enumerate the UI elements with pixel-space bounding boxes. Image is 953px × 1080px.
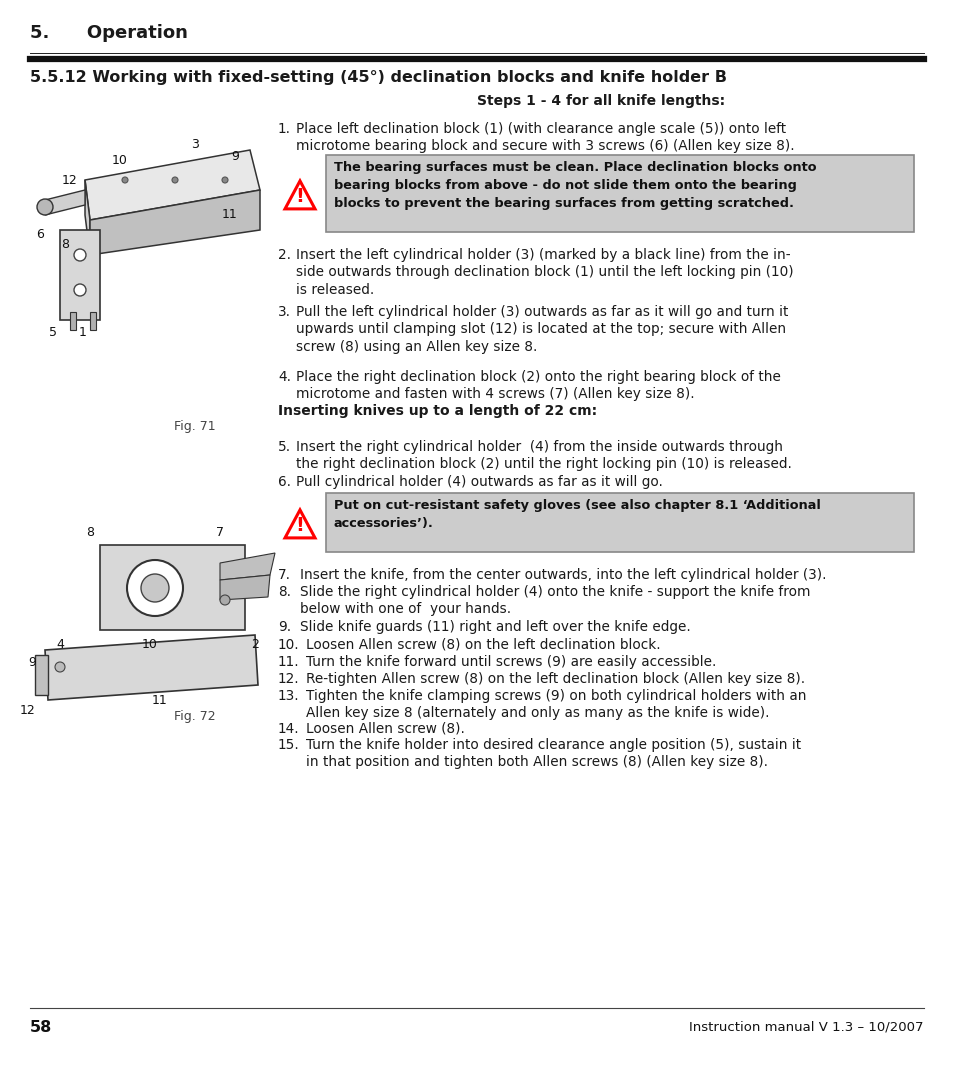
Text: Insert the knife, from the center outwards, into the left cylindrical holder (3): Insert the knife, from the center outwar… (299, 568, 825, 582)
Text: 10: 10 (112, 153, 128, 166)
Text: 14.: 14. (277, 723, 299, 735)
Circle shape (74, 249, 86, 261)
Polygon shape (100, 545, 245, 630)
Text: Place the right declination block (2) onto the right bearing block of the
microt: Place the right declination block (2) on… (295, 370, 781, 402)
Text: !: ! (295, 187, 304, 206)
Text: Turn the knife forward until screws (9) are easily accessible.: Turn the knife forward until screws (9) … (306, 654, 716, 669)
Circle shape (37, 199, 53, 215)
Text: Re-tighten Allen screw (8) on the left declination block (Allen key size 8).: Re-tighten Allen screw (8) on the left d… (306, 672, 804, 686)
Text: 58: 58 (30, 1020, 52, 1035)
Text: 9: 9 (231, 150, 238, 163)
Text: 3: 3 (191, 138, 199, 151)
Text: 15.: 15. (277, 738, 299, 752)
FancyBboxPatch shape (326, 156, 913, 232)
Text: 9.: 9. (277, 620, 291, 634)
Text: 6.: 6. (277, 475, 291, 489)
Circle shape (74, 284, 86, 296)
Circle shape (220, 595, 230, 605)
FancyBboxPatch shape (326, 492, 913, 552)
Text: Fig. 71: Fig. 71 (174, 420, 215, 433)
Text: Put on cut-resistant safety gloves (see also chapter 8.1 ‘Additional
accessories: Put on cut-resistant safety gloves (see … (334, 499, 820, 530)
Polygon shape (45, 190, 85, 215)
Text: 2: 2 (251, 638, 258, 651)
Text: 12: 12 (62, 174, 78, 187)
Text: 5: 5 (49, 326, 57, 339)
Circle shape (127, 561, 183, 616)
Text: 5.: 5. (277, 440, 291, 454)
Text: 11.: 11. (277, 654, 299, 669)
Polygon shape (220, 553, 274, 580)
Text: Instruction manual V 1.3 – 10/2007: Instruction manual V 1.3 – 10/2007 (689, 1020, 923, 1032)
Polygon shape (85, 180, 90, 255)
Text: Slide knife guards (11) right and left over the knife edge.: Slide knife guards (11) right and left o… (299, 620, 690, 634)
Text: Loosen Allen screw (8) on the left declination block.: Loosen Allen screw (8) on the left decli… (306, 638, 659, 652)
Text: 8: 8 (86, 526, 94, 540)
Text: Fig. 72: Fig. 72 (174, 710, 215, 723)
Text: 3.: 3. (277, 305, 291, 319)
Text: Slide the right cylindrical holder (4) onto the knife - support the knife from
b: Slide the right cylindrical holder (4) o… (299, 585, 810, 617)
Text: Steps 1 - 4 for all knife lengths:: Steps 1 - 4 for all knife lengths: (476, 94, 724, 108)
Polygon shape (90, 190, 260, 255)
Circle shape (172, 177, 178, 183)
Text: 11: 11 (152, 693, 168, 706)
Polygon shape (45, 635, 257, 700)
Text: 5.      Operation: 5. Operation (30, 24, 188, 42)
Polygon shape (220, 575, 270, 600)
Text: 2.: 2. (277, 248, 291, 262)
Circle shape (141, 573, 169, 602)
Text: 8: 8 (61, 239, 69, 252)
Text: 7.: 7. (277, 568, 291, 582)
Polygon shape (60, 230, 100, 320)
Polygon shape (35, 654, 48, 696)
Polygon shape (85, 150, 260, 220)
Text: Pull the left cylindrical holder (3) outwards as far as it will go and turn it
u: Pull the left cylindrical holder (3) out… (295, 305, 787, 353)
Text: 13.: 13. (277, 689, 299, 703)
FancyBboxPatch shape (90, 312, 96, 330)
Text: The bearing surfaces must be clean. Place declination blocks onto
bearing blocks: The bearing surfaces must be clean. Plac… (334, 161, 816, 210)
Text: 10.: 10. (277, 638, 299, 652)
Text: 12.: 12. (277, 672, 299, 686)
Text: 8.: 8. (277, 585, 291, 599)
Text: 4: 4 (56, 638, 64, 651)
Text: 6: 6 (36, 229, 44, 242)
Circle shape (55, 662, 65, 672)
Text: 7: 7 (215, 526, 224, 540)
Text: Insert the left cylindrical holder (3) (marked by a black line) from the in-
sid: Insert the left cylindrical holder (3) (… (295, 248, 793, 297)
Text: 1.: 1. (277, 122, 291, 136)
Polygon shape (285, 180, 314, 208)
FancyBboxPatch shape (70, 312, 76, 330)
Text: 4.: 4. (277, 370, 291, 384)
Text: 12: 12 (20, 703, 36, 716)
Text: Inserting knives up to a length of 22 cm:: Inserting knives up to a length of 22 cm… (277, 404, 597, 418)
Text: 10: 10 (142, 638, 158, 651)
Text: Insert the right cylindrical holder  (4) from the inside outwards through
the ri: Insert the right cylindrical holder (4) … (295, 440, 791, 471)
Circle shape (122, 177, 128, 183)
Text: 11: 11 (222, 208, 237, 221)
Text: Tighten the knife clamping screws (9) on both cylindrical holders with an
Allen : Tighten the knife clamping screws (9) on… (306, 689, 805, 720)
Text: Turn the knife holder into desired clearance angle position (5), sustain it
in t: Turn the knife holder into desired clear… (306, 738, 801, 769)
Text: Place left declination block (1) (with clearance angle scale (5)) onto left
micr: Place left declination block (1) (with c… (295, 122, 794, 153)
Text: 9: 9 (28, 657, 36, 670)
Text: 5.5.12 Working with fixed-setting (45°) declination blocks and knife holder B: 5.5.12 Working with fixed-setting (45°) … (30, 70, 726, 85)
Circle shape (222, 177, 228, 183)
Text: !: ! (295, 516, 304, 535)
Polygon shape (285, 510, 314, 538)
Text: Loosen Allen screw (8).: Loosen Allen screw (8). (306, 723, 464, 735)
Text: 1: 1 (79, 326, 87, 339)
Text: Pull cylindrical holder (4) outwards as far as it will go.: Pull cylindrical holder (4) outwards as … (295, 475, 662, 489)
